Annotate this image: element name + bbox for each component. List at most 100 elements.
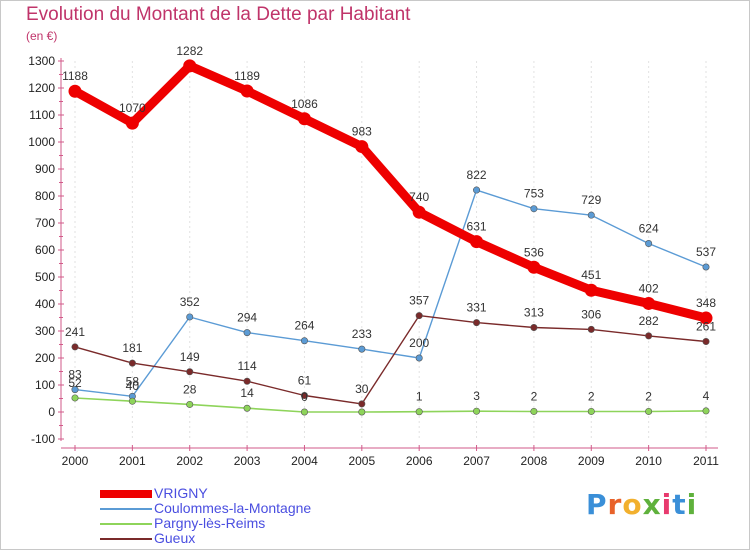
data-label: 1 — [416, 390, 423, 404]
x-tick-label: 2003 — [234, 454, 261, 468]
y-tick-label: 800 — [35, 189, 55, 203]
data-point — [584, 283, 598, 297]
chart-title: Evolution du Montant de la Dette par Hab… — [26, 4, 411, 25]
data-point — [473, 186, 481, 194]
series-line — [74, 314, 707, 405]
data-point — [412, 205, 426, 219]
data-label: 631 — [467, 220, 487, 234]
data-point — [415, 408, 423, 416]
data-point — [415, 312, 423, 320]
y-tick-label: 500 — [35, 270, 55, 284]
data-point — [71, 343, 79, 351]
data-point — [186, 400, 194, 408]
data-point — [240, 84, 254, 98]
data-label: 233 — [352, 327, 372, 341]
y-tick-label: 600 — [35, 243, 55, 257]
legend-swatch — [100, 523, 152, 525]
x-tick-label: 2002 — [176, 454, 203, 468]
legend-label: VRIGNY — [154, 485, 208, 501]
series-line — [70, 61, 711, 323]
logo-letter: o — [622, 488, 643, 521]
data-point — [702, 338, 710, 346]
data-point — [527, 260, 541, 274]
data-point — [71, 386, 79, 394]
data-label: 348 — [696, 296, 716, 310]
logo-letter: r — [607, 488, 623, 521]
data-point — [128, 359, 136, 367]
y-tick-label: 200 — [35, 351, 55, 365]
data-point — [587, 211, 595, 219]
data-point — [587, 407, 595, 415]
data-label: 1086 — [291, 97, 318, 111]
x-tick-label: 2010 — [635, 454, 662, 468]
data-label: 61 — [298, 374, 312, 388]
legend-label: Gueux — [154, 530, 196, 546]
legend-label: Pargny-lès-Reims — [154, 515, 266, 531]
legend-swatch — [100, 490, 152, 498]
data-point — [300, 392, 308, 400]
data-label: 4 — [703, 389, 710, 403]
logo-letter: x — [642, 488, 662, 521]
data-label: 729 — [581, 193, 601, 207]
legend-swatch — [100, 508, 152, 510]
data-label: 822 — [467, 168, 487, 182]
data-point — [358, 408, 366, 416]
x-tick-label: 2005 — [348, 454, 375, 468]
data-label: 261 — [696, 320, 716, 334]
legend-swatch — [100, 538, 152, 540]
data-label: 536 — [524, 245, 544, 259]
data-point — [243, 329, 251, 337]
x-tick-label: 2009 — [578, 454, 605, 468]
logo-letter: t — [672, 488, 687, 521]
data-point — [128, 397, 136, 405]
x-tick-label: 2001 — [119, 454, 146, 468]
data-point — [473, 407, 481, 415]
chart-subtitle: (en €) — [26, 29, 58, 43]
series-line — [74, 397, 707, 413]
data-label: 357 — [409, 294, 429, 308]
logo-letter: i — [661, 488, 673, 521]
data-point — [645, 332, 653, 340]
data-point — [645, 407, 653, 415]
data-point — [183, 59, 197, 73]
data-label: 294 — [237, 311, 257, 325]
data-point — [297, 112, 311, 126]
data-label: 181 — [122, 341, 142, 355]
data-point — [355, 140, 369, 154]
data-label: 30 — [355, 382, 369, 396]
y-tick-label: 1000 — [28, 135, 55, 149]
data-label: 753 — [524, 187, 544, 201]
data-label: 402 — [639, 281, 659, 295]
proxiti-logo: Proxiti — [586, 488, 697, 521]
data-point — [587, 325, 595, 333]
data-point — [125, 116, 139, 130]
data-label: 114 — [238, 359, 257, 373]
data-label: 14 — [240, 386, 254, 400]
y-tick-label: 900 — [35, 162, 55, 176]
data-label: 28 — [183, 382, 197, 396]
data-label: 149 — [180, 350, 200, 364]
data-label: 352 — [180, 295, 200, 309]
data-point — [702, 263, 710, 271]
data-point — [702, 407, 710, 415]
data-point — [415, 354, 423, 362]
data-label: 3 — [473, 389, 480, 403]
data-label: 451 — [581, 268, 601, 282]
data-label: 264 — [294, 319, 314, 333]
data-point — [530, 323, 538, 331]
y-tick-label: 400 — [35, 297, 55, 311]
data-label: 241 — [65, 325, 85, 339]
data-label: 983 — [352, 125, 372, 139]
data-label: 537 — [696, 245, 716, 259]
data-label: 58 — [126, 374, 140, 388]
data-label: 1188 — [62, 69, 88, 83]
data-point — [530, 407, 538, 415]
data-point — [358, 345, 366, 353]
x-tick-label: 2004 — [291, 454, 318, 468]
x-tick-label: 2006 — [406, 454, 433, 468]
data-label: 331 — [467, 301, 487, 315]
logo-letter: P — [586, 488, 608, 521]
data-label: 40 — [126, 379, 140, 393]
y-tick-label: 1200 — [28, 81, 55, 95]
x-tick-label: 2000 — [62, 454, 89, 468]
